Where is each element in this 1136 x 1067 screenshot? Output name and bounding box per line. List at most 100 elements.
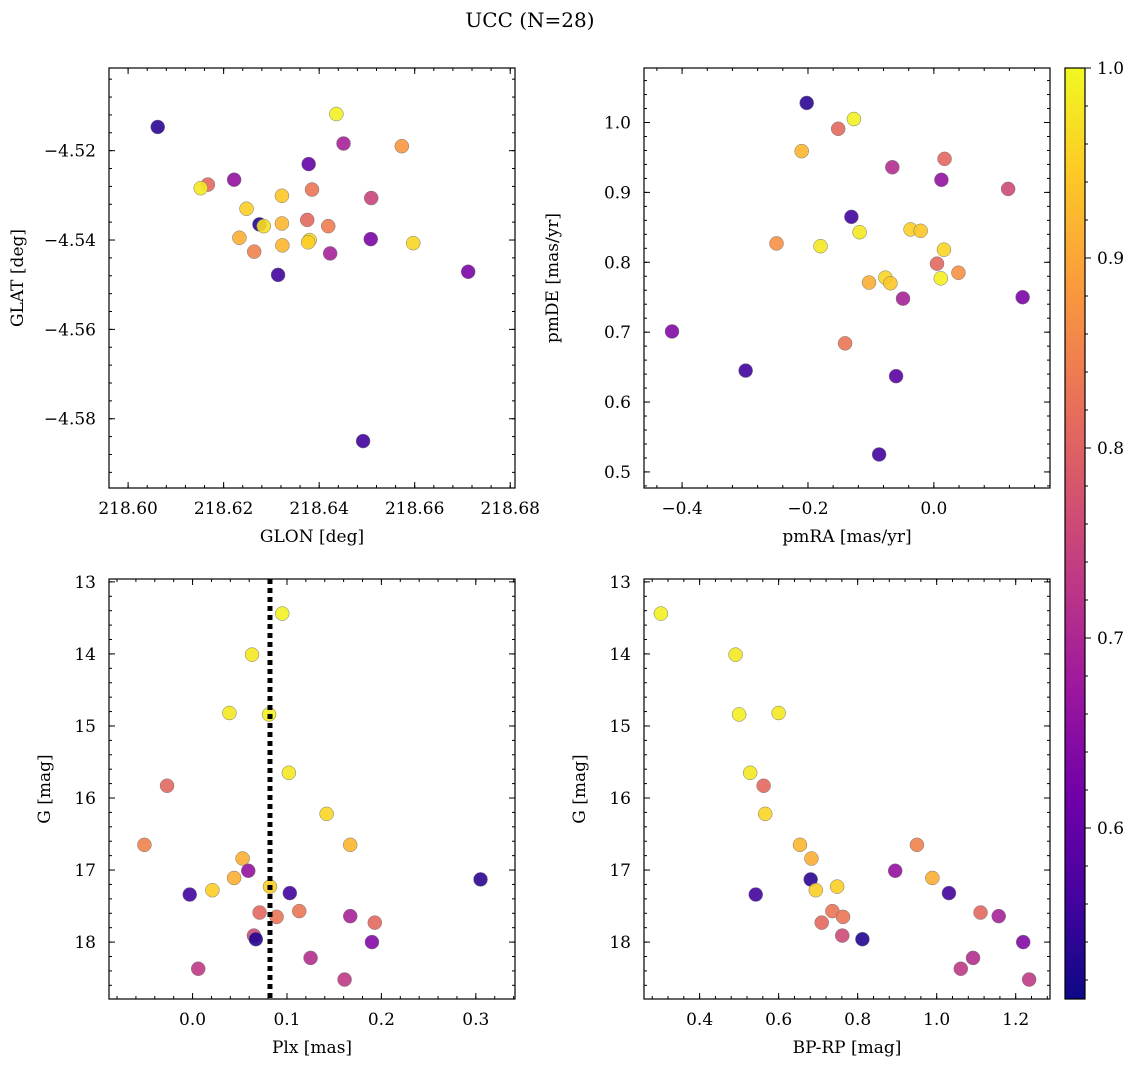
y-tick-label: 0.5 [604,463,631,483]
y-tick-label: 17 [74,861,96,881]
data-point [933,271,949,286]
data-point [664,324,680,339]
data-point [808,882,824,898]
colorbar-gradient [1065,68,1085,999]
data-point [342,837,358,853]
data-point [190,961,206,976]
y-axis-label: G [mag] [570,754,590,823]
x-axis-label: pmRA [mas/yr] [782,527,911,547]
data-point [742,765,758,781]
colorbar-tick-label: 0.8 [1097,439,1124,459]
data-point [282,885,298,901]
data-point [965,950,981,966]
data-point [887,863,903,879]
data-point [256,218,272,234]
data-point [363,231,379,247]
y-axis-label: pmDE [mas/yr] [543,213,563,343]
data-point [394,138,410,154]
y-tick-label: −4.52 [44,142,96,162]
x-tick-label: 218.60 [98,499,157,519]
x-tick-label: 0.8 [844,1010,871,1030]
y-tick-label: −4.58 [44,410,96,430]
data-point [301,156,316,172]
data-point [367,915,383,930]
x-tick-label: −0.4 [661,499,702,519]
x-tick-label: 0.0 [920,499,947,519]
data-point [275,606,290,621]
x-tick-label: 0.0 [179,1010,206,1030]
data-point [835,928,850,943]
data-point [226,870,242,886]
y-tick-label: 0.7 [604,323,631,343]
y-tick-label: 18 [609,933,631,953]
axes-frame [108,578,516,1000]
y-axis-label: G [mag] [35,754,55,823]
data-point [281,765,297,781]
data-point [246,244,262,259]
data-point [252,905,267,920]
y-tick-label: 17 [609,861,631,881]
data-point [329,106,344,122]
data-point [929,256,945,271]
data-point [909,837,925,853]
points [664,95,1030,462]
data-point [248,931,264,947]
x-tick-label: −0.2 [787,499,828,519]
y-tick-label: −4.54 [44,231,96,251]
data-point [473,872,488,887]
x-tick-label: 1.0 [923,1010,950,1030]
data-point [769,236,784,251]
data-point [292,903,307,919]
data-point [830,121,846,137]
x-tick-label: 0.3 [462,1010,489,1030]
points [137,606,488,987]
data-point [193,180,208,196]
data-point [813,238,828,254]
data-point [363,190,379,206]
colorbar-tick-label: 0.9 [1097,249,1124,269]
data-point [322,246,338,261]
data-point [936,242,952,257]
x-tick-label: 218.62 [194,499,253,519]
data-point [885,159,900,175]
y-tick-label: 15 [74,717,96,737]
colorbar: 0.6 0.7 0.8 0.9 1.0 [1064,59,1124,1000]
x-tick-label: 1.2 [1002,1010,1029,1030]
data-point [852,224,867,240]
y-tick-label: 0.8 [604,253,631,273]
axes-frame [643,578,1051,1000]
colorbar-tick-label: 0.7 [1097,629,1124,649]
data-point [275,238,290,253]
y-tick-label: −4.56 [44,320,96,340]
data-point [991,908,1006,924]
data-point [270,267,286,283]
data-point [792,837,808,853]
data-point [1021,972,1037,987]
panel-pmra-pmde: −0.4 −0.2 0.0 0.5 0.6 0.7 0.8 0.9 1.0 pmRA [mas/y… [543,67,1051,547]
data-point [756,778,771,794]
data-point [888,368,904,384]
data-point [406,235,421,251]
data-point [934,172,949,188]
data-point [355,433,371,449]
data-point [460,264,476,279]
data-point [1015,934,1031,950]
data-point [235,851,250,866]
x-tick-label: 218.66 [385,499,444,519]
data-point [226,172,242,187]
y-tick-label: 13 [609,573,631,593]
data-point [653,606,669,621]
data-point [804,851,819,866]
data-point [299,212,315,228]
data-point [973,905,988,920]
y-tick-label: 18 [74,933,96,953]
y-tick-label: 14 [74,645,96,665]
data-point [244,647,260,662]
y-tick-label: 16 [609,789,631,809]
data-point [951,265,966,281]
data-point [300,235,316,250]
data-point [941,885,957,901]
data-point [320,218,336,234]
data-point [829,879,845,894]
data-point [337,972,352,987]
